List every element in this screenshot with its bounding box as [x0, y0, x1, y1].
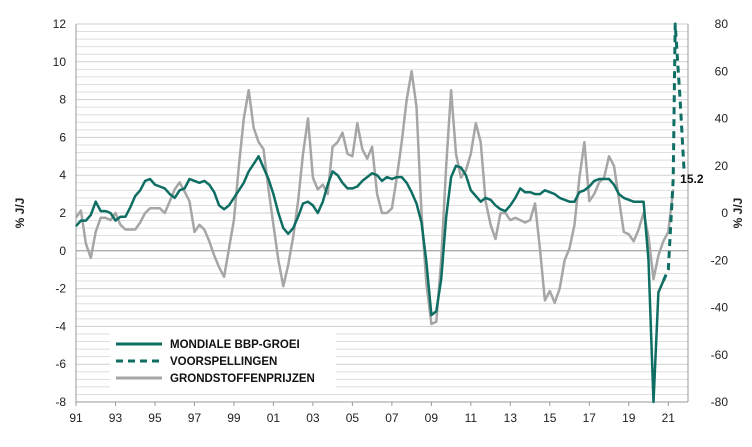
y-left-tick-label: 10 — [53, 55, 67, 69]
axes — [75, 24, 689, 403]
y-right-tick-label: 40 — [715, 112, 729, 126]
x-tick-label: 21 — [662, 411, 676, 425]
x-tick-labels: 91 93 95 97 99 01 03 05 07 09 11 13 15 17 19 21 — [69, 402, 675, 425]
legend-label-gdp: MONDIALE BBP-GROEI — [170, 339, 300, 351]
x-tick-label: 91 — [69, 411, 83, 425]
y-right-tick-label: -80 — [711, 395, 729, 409]
x-tick-label: 13 — [504, 411, 518, 425]
series-line-forecast — [661, 22, 686, 282]
legend-background — [110, 332, 336, 390]
y-left-tick-label: -6 — [55, 357, 66, 371]
y-left-tick-label: 6 — [59, 130, 66, 144]
y-right-tick-label: -20 — [711, 253, 729, 267]
y-right-tick-label: -40 — [711, 301, 729, 315]
x-tick-label: 11 — [465, 411, 478, 425]
x-tick-label: 97 — [188, 411, 202, 425]
x-tick-label: 05 — [346, 411, 360, 425]
y-right-tick-label: 20 — [715, 159, 729, 173]
legend-label-forecast: VOORSPELLINGEN — [170, 356, 277, 368]
series-lines — [74, 22, 686, 404]
x-tick-label: 99 — [227, 411, 241, 425]
x-tick-label: 01 — [267, 411, 281, 425]
y-right-tick-label: 0 — [721, 206, 728, 220]
y-left-tick-labels: -8 -6 -4 -2 0 2 4 6 8 10 12 — [53, 17, 67, 409]
x-tick-label: 95 — [148, 411, 162, 425]
y-left-axis-label: % J/J — [13, 198, 27, 229]
y-left-tick-label: 8 — [59, 93, 66, 107]
legend: MONDIALE BBP-GROEI VOORSPELLINGEN GRONDS… — [110, 332, 336, 390]
forecast-annotation-label: 15.2 — [680, 172, 704, 186]
y-right-tick-labels: -80 -60 -40 -20 0 20 40 60 80 — [711, 17, 729, 409]
x-tick-label: 17 — [583, 411, 597, 425]
y-right-axis-label: % J/J — [731, 198, 745, 229]
x-tick-label: 09 — [425, 411, 439, 425]
y-left-tick-label: 4 — [59, 168, 66, 182]
y-left-tick-label: 2 — [59, 206, 66, 220]
y-left-tick-label: -8 — [55, 395, 66, 409]
y-right-tick-label: 80 — [715, 17, 729, 31]
legend-label-commodities: GRONDSTOFFENPRIJZEN — [170, 373, 315, 385]
x-tick-label: 93 — [109, 411, 123, 425]
y-right-tick-label: 60 — [715, 64, 729, 78]
x-tick-label: 03 — [306, 411, 320, 425]
series-line-gdp — [75, 155, 665, 404]
x-tick-label: 19 — [622, 411, 636, 425]
y-right-tick-label: -60 — [711, 348, 729, 362]
series-line-commodities — [74, 70, 675, 326]
x-tick-label: 15 — [543, 411, 557, 425]
y-left-tick-label: -2 — [55, 282, 66, 296]
y-left-tick-label: 0 — [59, 244, 66, 258]
x-tick-label: 07 — [385, 411, 399, 425]
y-left-tick-label: -4 — [55, 319, 66, 333]
y-left-tick-label: 12 — [53, 17, 67, 31]
